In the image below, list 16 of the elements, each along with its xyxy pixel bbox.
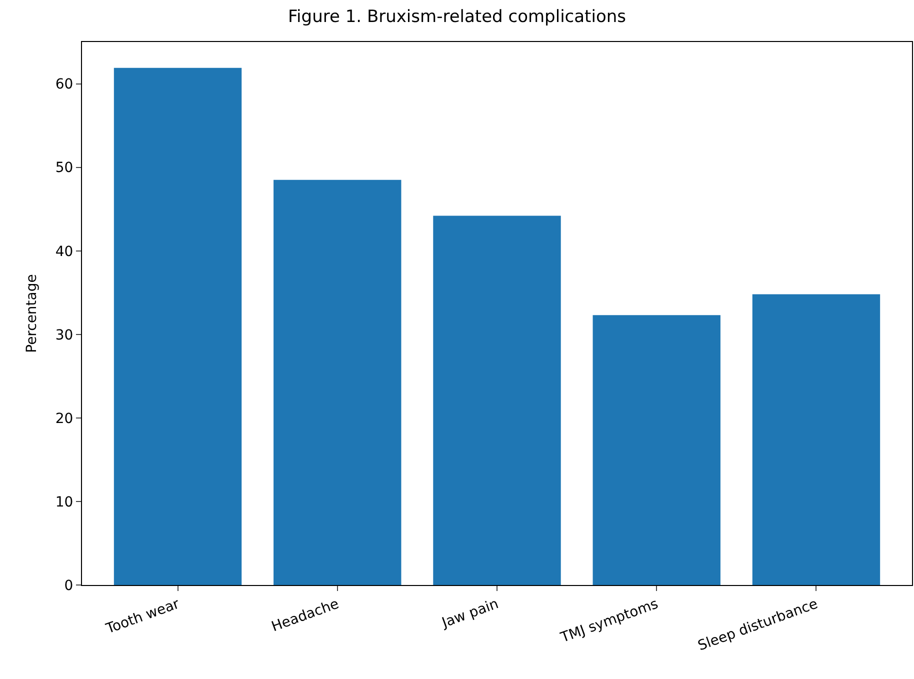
y-tick-label: 30 bbox=[55, 327, 74, 344]
y-axis-title: Percentage bbox=[24, 274, 40, 353]
y-tick-label: 20 bbox=[55, 410, 74, 427]
y-tick-label: 60 bbox=[55, 76, 74, 93]
x-tick-label: Jaw pain bbox=[439, 596, 501, 632]
y-tick-label: 10 bbox=[55, 494, 74, 510]
bar bbox=[592, 315, 720, 585]
bar bbox=[752, 294, 880, 585]
bar bbox=[114, 68, 242, 585]
chart-title: Figure 1. Bruxism-related complications bbox=[288, 7, 626, 28]
x-tick-label: Tooth wear bbox=[103, 596, 182, 638]
bar bbox=[274, 180, 402, 585]
y-tick-label: 0 bbox=[64, 578, 74, 594]
bar bbox=[433, 216, 561, 585]
y-tick-label: 40 bbox=[55, 244, 74, 260]
y-tick-label: 50 bbox=[55, 160, 74, 176]
